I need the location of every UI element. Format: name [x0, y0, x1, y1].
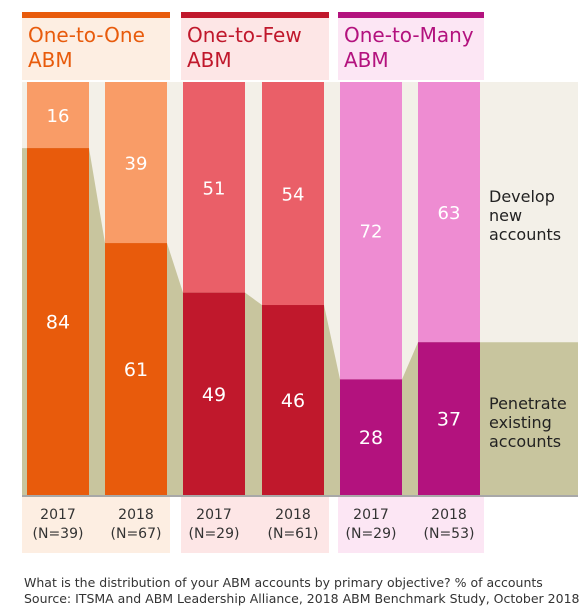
- x-label-n-one-to-many-2017: (N=29): [346, 526, 397, 542]
- x-label-n-one-to-one-2017: (N=39): [33, 526, 84, 542]
- legend-develop-line-2: new: [489, 206, 522, 225]
- panel-title-bg-one-to-one: [22, 18, 170, 80]
- value-label-develop-one-to-few-2018: 54: [282, 185, 305, 206]
- value-label-develop-one-to-many-2017: 72: [360, 222, 383, 243]
- bar-penetrate-one-to-one-2018: [105, 243, 167, 495]
- x-label-n-one-to-few-2017: (N=29): [189, 526, 240, 542]
- x-label-year-one-to-one-2017: 2017: [40, 507, 76, 523]
- x-label-year-one-to-many-2017: 2017: [353, 507, 389, 523]
- panel-title-one-to-many: One-to-Many: [344, 23, 474, 47]
- bar-develop-one-to-few-2018: [262, 82, 324, 306]
- x-label-year-one-to-one-2018: 2018: [118, 507, 154, 523]
- panel-title-one-to-one: One-to-One: [28, 23, 145, 47]
- panel-title-one-to-few: One-to-Few: [187, 23, 302, 47]
- panel-footer-bg-one-to-few: [181, 497, 329, 553]
- legend-develop-line-1: Develop: [489, 187, 555, 206]
- chart-source-caption: Source: ITSMA and ABM Leadership Allianc…: [24, 591, 580, 606]
- bar-penetrate-one-to-many-2017: [340, 379, 402, 495]
- value-label-penetrate-one-to-one-2017: 84: [46, 312, 70, 334]
- bar-develop-one-to-one-2018: [105, 82, 167, 244]
- bar-penetrate-one-to-many-2018: [418, 342, 480, 495]
- value-label-develop-one-to-many-2018: 63: [438, 203, 461, 224]
- x-label-year-one-to-many-2018: 2018: [431, 507, 467, 523]
- value-label-penetrate-one-to-many-2018: 37: [437, 409, 461, 431]
- bar-develop-one-to-one-2017: [27, 82, 89, 149]
- x-label-n-one-to-many-2018: (N=53): [424, 526, 475, 542]
- panel-header-strip-one-to-few: [181, 12, 329, 18]
- panel-title-bg-one-to-few: [181, 18, 329, 80]
- legend-develop-line-3: accounts: [489, 225, 561, 244]
- x-label-n-one-to-few-2018: (N=61): [268, 526, 319, 542]
- value-label-penetrate-one-to-few-2017: 49: [202, 384, 226, 406]
- x-label-year-one-to-few-2017: 2017: [196, 507, 232, 523]
- chart-question-caption: What is the distribution of your ABM acc…: [24, 575, 543, 590]
- x-label-year-one-to-few-2018: 2018: [275, 507, 311, 523]
- legend-penetrate-line-1: Penetrate: [489, 394, 567, 413]
- panel-header-strip-one-to-one: [22, 12, 170, 18]
- bar-develop-one-to-many-2017: [340, 82, 402, 380]
- panel-footer-bg-one-to-many: [338, 497, 484, 553]
- panel-header-strip-one-to-many: [338, 12, 484, 18]
- bar-penetrate-one-to-one-2017: [27, 148, 89, 495]
- x-label-n-one-to-one-2018: (N=67): [111, 526, 162, 542]
- panel-title-bg-one-to-many: [338, 18, 484, 80]
- panel-subtitle-one-to-many: ABM: [344, 48, 389, 72]
- bar-penetrate-one-to-few-2018: [262, 305, 324, 495]
- value-label-penetrate-one-to-few-2018: 46: [281, 390, 305, 412]
- bar-develop-one-to-few-2017: [183, 82, 245, 293]
- value-label-penetrate-one-to-one-2018: 61: [124, 359, 148, 381]
- value-label-develop-one-to-few-2017: 51: [203, 178, 226, 199]
- panel-footer-bg-one-to-one: [22, 497, 170, 553]
- bar-develop-one-to-many-2018: [418, 82, 480, 343]
- panel-subtitle-one-to-few: ABM: [187, 48, 232, 72]
- bar-penetrate-one-to-few-2017: [183, 292, 245, 495]
- legend-penetrate-line-2: existing: [489, 413, 552, 432]
- value-label-develop-one-to-one-2018: 39: [125, 154, 148, 175]
- legend-penetrate-line-3: accounts: [489, 432, 561, 451]
- value-label-develop-one-to-one-2017: 16: [47, 106, 70, 127]
- value-label-penetrate-one-to-many-2017: 28: [359, 427, 383, 449]
- abm-stacked-bar-chart: One-to-OneABMOne-to-FewABMOne-to-ManyABM…: [22, 12, 578, 553]
- panel-subtitle-one-to-one: ABM: [28, 48, 73, 72]
